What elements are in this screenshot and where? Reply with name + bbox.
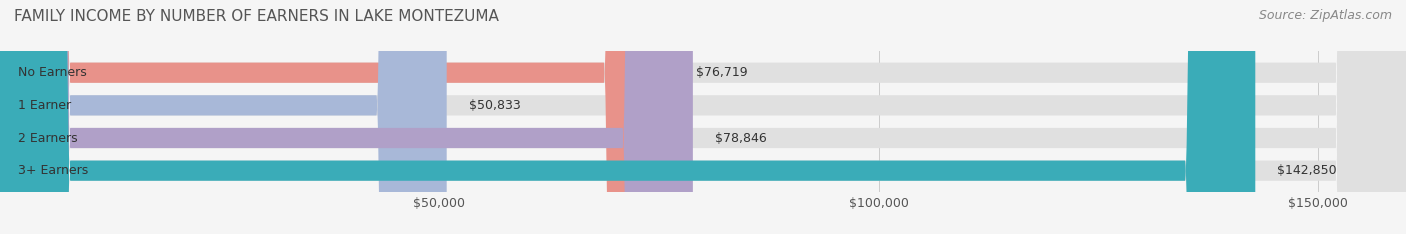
Text: 1 Earner: 1 Earner xyxy=(17,99,70,112)
Text: $76,719: $76,719 xyxy=(696,66,748,79)
Text: No Earners: No Earners xyxy=(17,66,86,79)
Text: 2 Earners: 2 Earners xyxy=(17,132,77,145)
Text: FAMILY INCOME BY NUMBER OF EARNERS IN LAKE MONTEZUMA: FAMILY INCOME BY NUMBER OF EARNERS IN LA… xyxy=(14,9,499,24)
Text: $78,846: $78,846 xyxy=(714,132,766,145)
Text: 3+ Earners: 3+ Earners xyxy=(17,164,87,177)
FancyBboxPatch shape xyxy=(0,0,447,234)
FancyBboxPatch shape xyxy=(0,0,693,234)
FancyBboxPatch shape xyxy=(0,0,1256,234)
Text: $50,833: $50,833 xyxy=(468,99,520,112)
Text: Source: ZipAtlas.com: Source: ZipAtlas.com xyxy=(1258,9,1392,22)
Text: $142,850: $142,850 xyxy=(1277,164,1337,177)
FancyBboxPatch shape xyxy=(0,0,673,234)
